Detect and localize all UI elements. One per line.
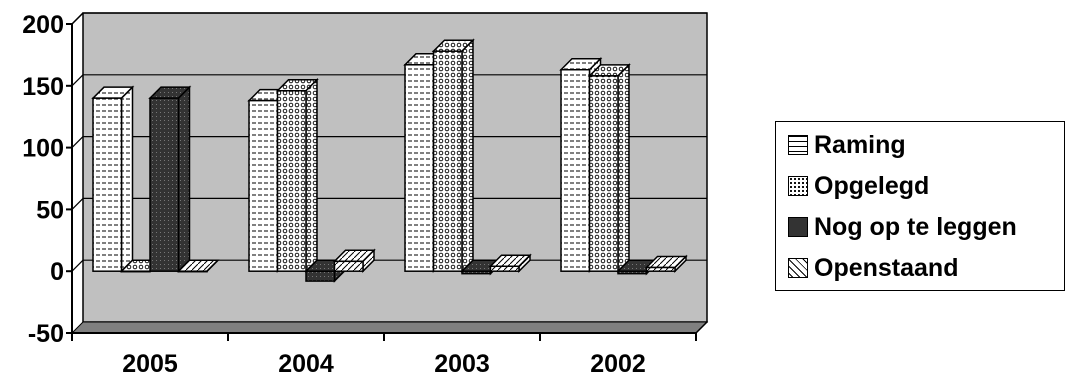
chart-svg: 200 150 100 50 0 -50 2005 2004 2003 2002	[22, 11, 709, 378]
gridline-depth	[71, 197, 84, 210]
gridline-depth	[71, 74, 84, 87]
bars-group	[91, 38, 688, 283]
y-tick-label: -50	[28, 320, 64, 348]
legend-swatch	[788, 217, 808, 237]
floor-right-edge	[695, 321, 708, 334]
bar	[431, 38, 475, 274]
x-tick-label: 2005	[122, 350, 178, 378]
legend-label: Nog op te leggen	[814, 212, 1017, 241]
y-tick-label: 200	[22, 11, 64, 39]
y-tick-label: 100	[22, 135, 64, 163]
legend-swatch	[788, 135, 808, 155]
legend-label: Openstaand	[814, 253, 959, 282]
y-axis-ticks: 200 150 100 50 0 -50	[22, 11, 72, 348]
y-tick-label: 0	[50, 258, 64, 286]
x-tick-label: 2002	[590, 350, 646, 378]
bar	[587, 63, 631, 274]
bar	[488, 253, 532, 274]
legend-item: Openstaand	[788, 252, 958, 284]
x-tick-label: 2003	[434, 350, 490, 378]
legend-swatch	[788, 176, 808, 196]
y-tick-label: 150	[22, 73, 64, 101]
legend-item: Nog op te leggen	[788, 211, 1017, 243]
bar	[176, 259, 220, 273]
bar	[332, 248, 376, 274]
x-tick-label: 2004	[278, 350, 334, 378]
legend-item: Opgelegd	[788, 170, 929, 202]
bar	[644, 254, 688, 274]
gridline-depth	[71, 136, 84, 149]
legend-swatch	[788, 258, 808, 278]
bar	[275, 77, 319, 274]
bar	[148, 85, 192, 274]
gridline-depth	[71, 259, 84, 272]
plot-floor	[70, 321, 709, 334]
legend-item: Raming	[788, 129, 906, 161]
x-axis-ticks: 2005 2004 2003 2002	[71, 333, 697, 378]
bar	[91, 85, 135, 274]
legend: Raming Opgelegd Nog op te leggen Openstaand	[775, 121, 1065, 291]
legend-label: Raming	[814, 130, 906, 159]
y-axis-depth-top	[71, 12, 84, 25]
y-tick-label: 50	[36, 196, 64, 224]
legend-label: Opgelegd	[814, 171, 930, 200]
